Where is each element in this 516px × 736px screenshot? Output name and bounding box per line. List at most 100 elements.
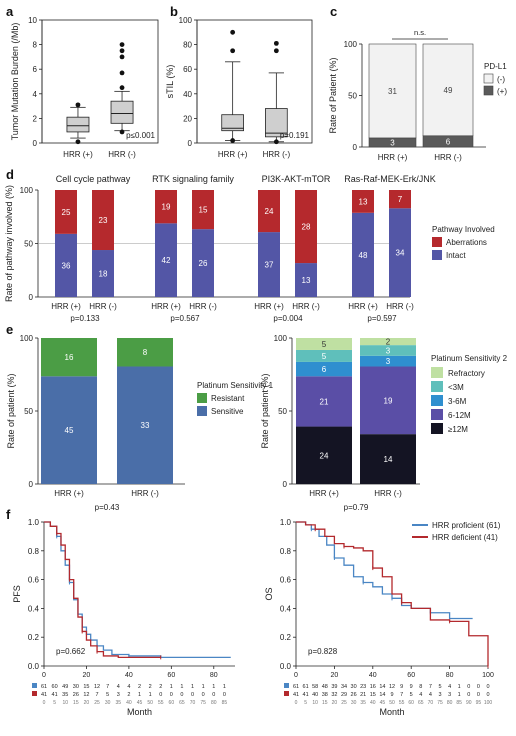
panel-a-y-tick-label: 6 <box>33 65 38 74</box>
risk-table-count-proficient: 48 <box>322 684 328 690</box>
risk-table-count-proficient: 1 <box>202 684 205 690</box>
bar-segment-intact <box>92 250 114 297</box>
panel-f-left-pvalue: p=0.662 <box>56 647 86 656</box>
panel-b-y-tick-label: 20 <box>183 114 192 123</box>
panel-e-left-y-label: Rate of patient (%) <box>6 373 16 448</box>
box-outlier <box>119 129 125 135</box>
bar-segment-aberrations <box>192 190 214 230</box>
bar-segment <box>296 349 352 362</box>
panel-b-letter: b <box>170 4 178 19</box>
risk-table-count-proficient: 4 <box>127 684 130 690</box>
panel-e-right-y-tick-label: 50 <box>278 407 287 416</box>
risk-table-time: 10 <box>312 700 318 706</box>
panel-f-left-x-label: Month <box>127 707 152 717</box>
panel-a-y-tick-label: 0 <box>33 139 38 148</box>
bar-value-label: 33 <box>141 421 150 430</box>
risk-table-count-deficient: 32 <box>331 692 337 698</box>
panel-e-left-x-label: HRR (+) <box>54 489 84 498</box>
box-iqr <box>66 116 90 133</box>
risk-table-count-deficient: 0 <box>170 692 173 698</box>
risk-table-count-proficient: 16 <box>370 684 376 690</box>
panel-b-frame <box>196 19 313 144</box>
risk-table-count-deficient: 7 <box>400 692 403 698</box>
pathway-group-title: PI3K-AKT-mTOR <box>262 174 331 184</box>
risk-table-count-proficient: 2 <box>149 684 152 690</box>
risk-table-count-deficient: 38 <box>322 692 328 698</box>
risk-table-time: 25 <box>341 700 347 706</box>
risk-table-time: 60 <box>169 700 175 706</box>
panel-d-y-tick-label: 50 <box>24 240 33 249</box>
risk-table-time: 0 <box>43 700 46 706</box>
panel-a-y-tick-label: 10 <box>28 16 37 25</box>
panel-d-letter: d <box>6 167 14 182</box>
legend-label-resistant: Resistant <box>211 394 245 403</box>
risk-table-count-deficient: 15 <box>370 692 376 698</box>
bar-value-label: 6 <box>446 137 451 146</box>
bar-segment-aberrations <box>55 190 77 234</box>
panel-f-left-x-tick-label: 40 <box>125 672 133 679</box>
km-curve <box>44 521 161 659</box>
risk-table-swatch-proficient <box>284 683 289 688</box>
bar-value-label: 2 <box>386 338 391 347</box>
risk-table-swatch-proficient <box>32 683 37 688</box>
legend-swatch-aberrations <box>432 237 442 247</box>
legend-label: Refractory <box>448 369 485 378</box>
risk-table-count-proficient: 58 <box>312 684 318 690</box>
panel-a-y-tick-label: 8 <box>33 41 38 50</box>
panel-f-right-y-tick-label: 0.2 <box>280 633 292 642</box>
bar-value-label: 3 <box>390 138 395 147</box>
risk-table-time: 15 <box>73 700 79 706</box>
risk-table-count-proficient: 12 <box>94 684 100 690</box>
panel-c-x-label: HRR (+) <box>378 153 408 162</box>
risk-table-count-deficient: 3 <box>448 692 451 698</box>
box-outlier <box>273 40 279 46</box>
risk-table-count-deficient: 12 <box>83 692 89 698</box>
panel-e-letter: e <box>6 322 13 337</box>
bar-segment-intact <box>192 229 214 297</box>
risk-table-count-proficient: 34 <box>341 684 347 690</box>
bar-segment-sensitive <box>117 366 173 484</box>
risk-table-count-proficient: 49 <box>62 684 68 690</box>
panel-d-y-tick-label: 0 <box>29 293 34 302</box>
panel-e-left-x-label: HRR (-) <box>131 489 159 498</box>
bar-value-label: 25 <box>62 208 71 217</box>
box-outlier <box>75 139 81 145</box>
risk-table-count-deficient: 14 <box>379 692 385 698</box>
risk-table-time: 70 <box>428 700 434 706</box>
risk-table-count-deficient: 0 <box>191 692 194 698</box>
bar-value-label: 15 <box>199 206 208 215</box>
bar-segment-intact <box>55 233 77 297</box>
risk-table-count-deficient: 5 <box>410 692 413 698</box>
risk-table-count-deficient: 5 <box>106 692 109 698</box>
panel-a-frame <box>41 19 159 144</box>
risk-table-count-proficient: 61 <box>303 684 309 690</box>
bar-segment-sensitive <box>41 376 97 484</box>
bar-segment-intact <box>389 208 411 297</box>
panel-f-right-y-tick-label: 0.6 <box>280 576 292 585</box>
risk-table-count-proficient: 14 <box>379 684 385 690</box>
panel-e-left-pvalue: p=0.43 <box>95 503 120 512</box>
risk-table-swatch-deficient <box>284 691 289 696</box>
box-iqr <box>221 114 244 132</box>
bar-value-label: 19 <box>162 203 171 212</box>
panel-a-x-label: HRR (-) <box>108 150 136 159</box>
bar-value-label: 14 <box>384 455 393 464</box>
risk-table-time: 85 <box>456 700 462 706</box>
panel-a-y-tick-label: 4 <box>33 90 38 99</box>
risk-table-time: 85 <box>222 700 228 706</box>
panel-f-left-y-tick-label: 0.0 <box>28 662 40 671</box>
panel-e-right-y-tick-label: 0 <box>283 480 288 489</box>
bar-value-label: 28 <box>302 223 311 232</box>
pathway-pvalue: p=0.133 <box>70 314 100 323</box>
bar-segment <box>360 366 416 435</box>
risk-table-count-deficient: 0 <box>180 692 183 698</box>
bar-segment-aberrations <box>389 190 411 209</box>
bar-value-label: 8 <box>143 348 148 357</box>
bar-segment-aberrations <box>155 190 177 224</box>
panel-e-left-y-tick-label: 50 <box>24 407 33 416</box>
pathway-group-title: RTK signaling family <box>152 174 234 184</box>
panel-e-right-y-label: Rate of patient (%) <box>260 373 270 448</box>
risk-table-count-deficient: 7 <box>96 692 99 698</box>
panel-f-left-x-tick-label: 80 <box>210 672 218 679</box>
bar-segment-negative <box>422 43 474 137</box>
